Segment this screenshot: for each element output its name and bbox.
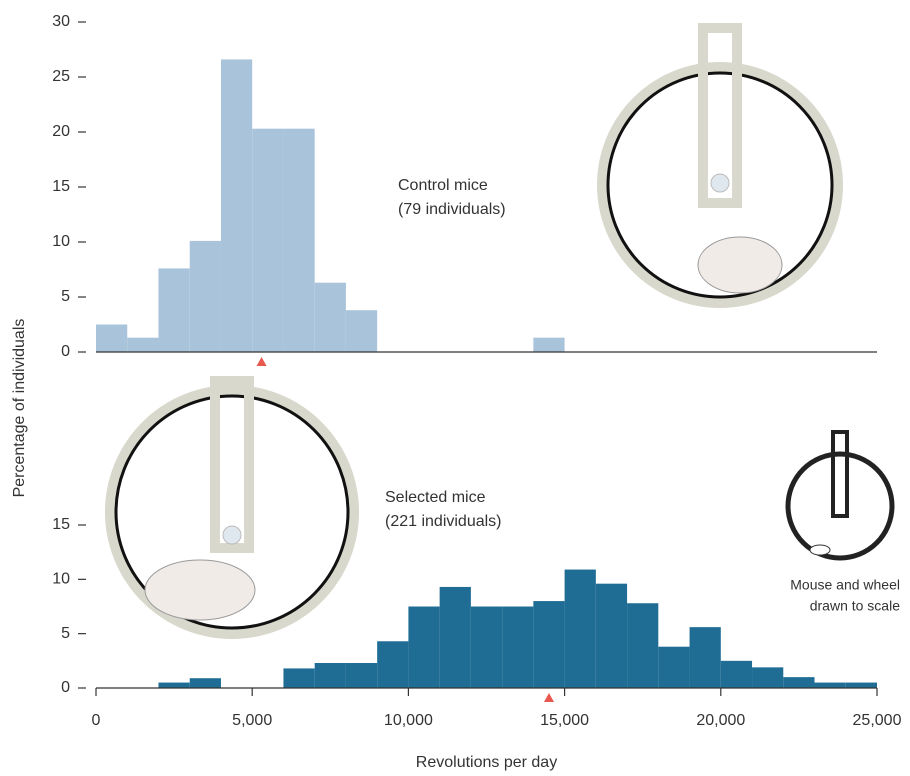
- annotation: (79 individuals): [398, 201, 506, 218]
- bar: [846, 683, 877, 688]
- y-tick-label: 15: [52, 516, 70, 533]
- bar: [721, 661, 752, 688]
- bar: [158, 268, 189, 352]
- bar: [315, 663, 346, 688]
- bar: [752, 667, 783, 688]
- bar: [190, 678, 221, 688]
- bar: [815, 683, 846, 688]
- bar: [346, 310, 377, 352]
- mean-marker: [544, 693, 554, 702]
- x-tick-label: 15,000: [540, 712, 589, 729]
- bar: [315, 283, 346, 352]
- bar: [658, 647, 689, 688]
- chart: 0 5 10 15 20 25 30 Control mice (79 individuals)…: [0, 0, 910, 776]
- x-tick-label: 25,000: [853, 712, 902, 729]
- bar: [690, 627, 721, 688]
- bar: [502, 607, 533, 689]
- scale-wheel-illustration: [788, 432, 892, 558]
- y-axis-label: Percentage of individuals: [11, 319, 28, 498]
- x-axis-label: Revolutions per day: [416, 754, 557, 771]
- y-tick-label: 20: [52, 123, 70, 140]
- bar: [283, 129, 314, 352]
- wheel-illustration: [602, 28, 838, 303]
- bar: [440, 587, 471, 688]
- y-tick-label: 0: [61, 343, 70, 360]
- bar: [190, 241, 221, 352]
- x-tick-label: 10,000: [384, 712, 433, 729]
- y-tick-label: 10: [52, 233, 70, 250]
- y-tick-label: 25: [52, 68, 70, 85]
- x-tick-label: 5,000: [232, 712, 272, 729]
- bar: [408, 607, 439, 689]
- mean-marker: [257, 357, 267, 366]
- bar: [471, 607, 502, 689]
- annotation: Mouse and wheel: [790, 577, 900, 593]
- bar: [627, 603, 658, 688]
- y-tick-label: 30: [52, 13, 70, 30]
- annotation: Control mice: [398, 177, 488, 194]
- y-tick-label: 5: [61, 288, 70, 305]
- x-tick-label: 0: [92, 712, 101, 729]
- bar: [283, 668, 314, 688]
- bar: [96, 325, 127, 353]
- bar: [533, 601, 564, 688]
- wheel-illustration: [110, 381, 354, 634]
- bar: [596, 584, 627, 688]
- bar: [158, 683, 189, 688]
- bar: [221, 59, 252, 352]
- bar: [127, 338, 158, 352]
- y-tick-label: 15: [52, 178, 70, 195]
- bar: [783, 677, 814, 688]
- bar: [377, 641, 408, 688]
- bar: [533, 338, 564, 352]
- annotation: drawn to scale: [810, 598, 900, 614]
- annotation: Selected mice: [385, 489, 486, 506]
- y-tick-label: 10: [52, 571, 70, 588]
- bar: [565, 570, 596, 688]
- annotation: (221 individuals): [385, 513, 502, 530]
- bar: [346, 663, 377, 688]
- y-tick-label: 0: [61, 679, 70, 696]
- bar: [252, 129, 283, 352]
- y-tick-label: 5: [61, 625, 70, 642]
- x-tick-label: 20,000: [696, 712, 745, 729]
